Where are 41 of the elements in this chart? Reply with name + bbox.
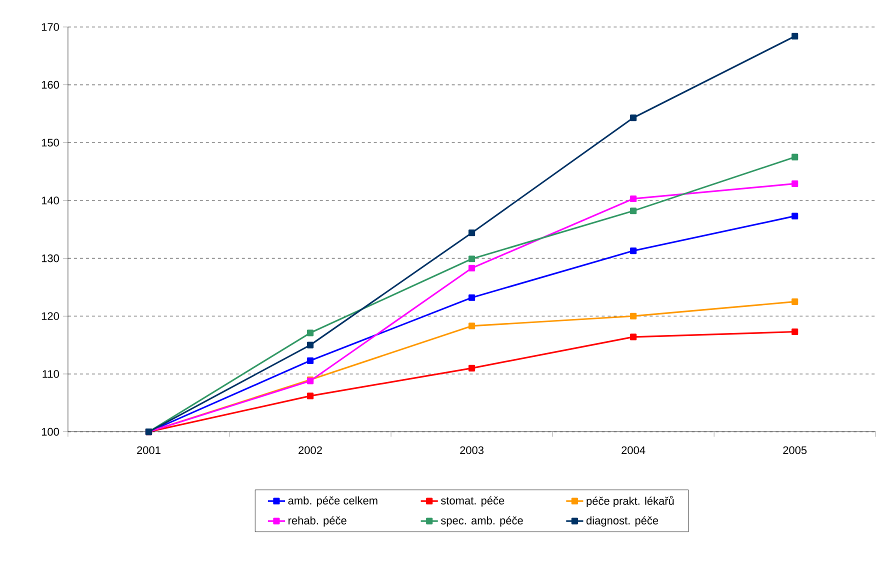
- point: [468, 264, 476, 272]
- y-tick-label: 130: [42, 254, 59, 262]
- y-tick-label: 170: [42, 23, 59, 31]
- legend-label: stomat. péče: [440, 496, 504, 507]
- y-tick-label: 100: [42, 428, 59, 436]
- point: [468, 294, 476, 302]
- point: [306, 392, 314, 400]
- point: [792, 328, 798, 336]
- point: [306, 330, 314, 336]
- point: [630, 196, 637, 202]
- legend-label: rehab. péče: [288, 516, 346, 527]
- legend-label: amb. péče celkem: [288, 496, 378, 507]
- y-tick-label: 150: [42, 138, 59, 147]
- y-tick-label: 110: [42, 370, 60, 378]
- point: [630, 248, 637, 254]
- x-tick-label: 2001: [137, 446, 160, 454]
- point: [306, 342, 314, 348]
- legend-label: spec. amb. péče: [440, 516, 523, 527]
- point: [468, 230, 476, 236]
- point: [468, 365, 476, 372]
- x-tick-label: 2004: [622, 446, 646, 454]
- point: [792, 212, 798, 220]
- y-tick-label: 120: [42, 312, 59, 320]
- y-tick-label: 140: [42, 196, 59, 204]
- legend-label: diagnost. péče: [586, 516, 658, 527]
- point: [630, 334, 637, 340]
- point: [468, 322, 476, 330]
- point: [630, 114, 637, 122]
- point: [630, 208, 637, 214]
- legend-label: péče prakt. lékařů: [586, 496, 674, 508]
- point: [792, 298, 798, 306]
- x-tick-label: 2002: [298, 446, 322, 454]
- point: [468, 256, 476, 262]
- y-tick-label: 160: [42, 81, 59, 89]
- x-tick-label: 2005: [783, 446, 807, 454]
- point: [792, 180, 798, 188]
- point: [306, 357, 314, 364]
- point: [630, 312, 637, 320]
- point: [792, 154, 798, 161]
- point: [792, 33, 798, 40]
- x-tick-label: 2003: [460, 446, 484, 454]
